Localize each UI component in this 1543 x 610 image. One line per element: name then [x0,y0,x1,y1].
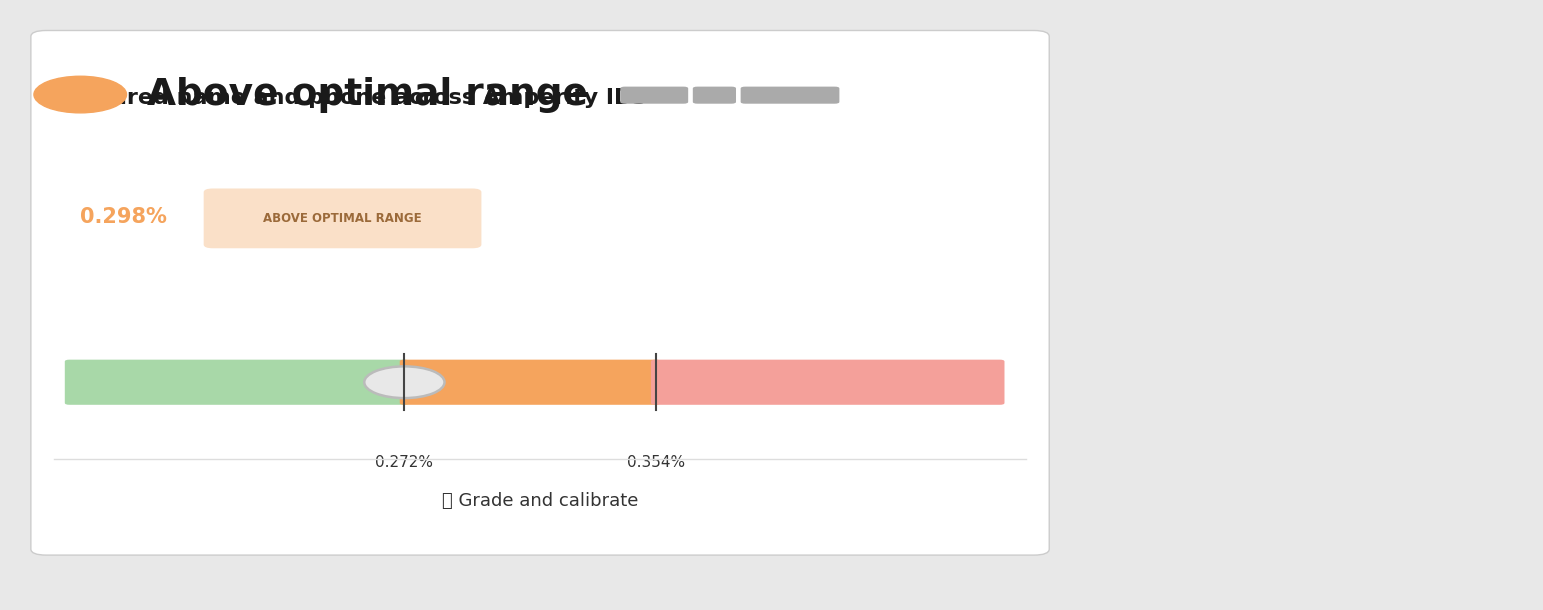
FancyBboxPatch shape [204,188,481,248]
FancyBboxPatch shape [693,87,736,104]
Text: ⩴ Grade and calibrate: ⩴ Grade and calibrate [441,492,639,511]
FancyBboxPatch shape [31,30,1049,555]
FancyBboxPatch shape [65,360,409,405]
Text: 0.298%: 0.298% [80,207,167,226]
Text: Above optimal range: Above optimal range [147,76,588,113]
Circle shape [364,367,444,398]
Text: Shared name and phone across Amperity IDs: Shared name and phone across Amperity ID… [80,88,647,109]
FancyBboxPatch shape [620,87,688,104]
Text: ABOVE OPTIMAL RANGE: ABOVE OPTIMAL RANGE [264,212,421,225]
FancyBboxPatch shape [651,360,1004,405]
FancyBboxPatch shape [400,360,660,405]
Text: 0.272%: 0.272% [375,455,434,470]
Circle shape [34,76,127,113]
Text: 0.354%: 0.354% [626,455,685,470]
FancyBboxPatch shape [741,87,839,104]
